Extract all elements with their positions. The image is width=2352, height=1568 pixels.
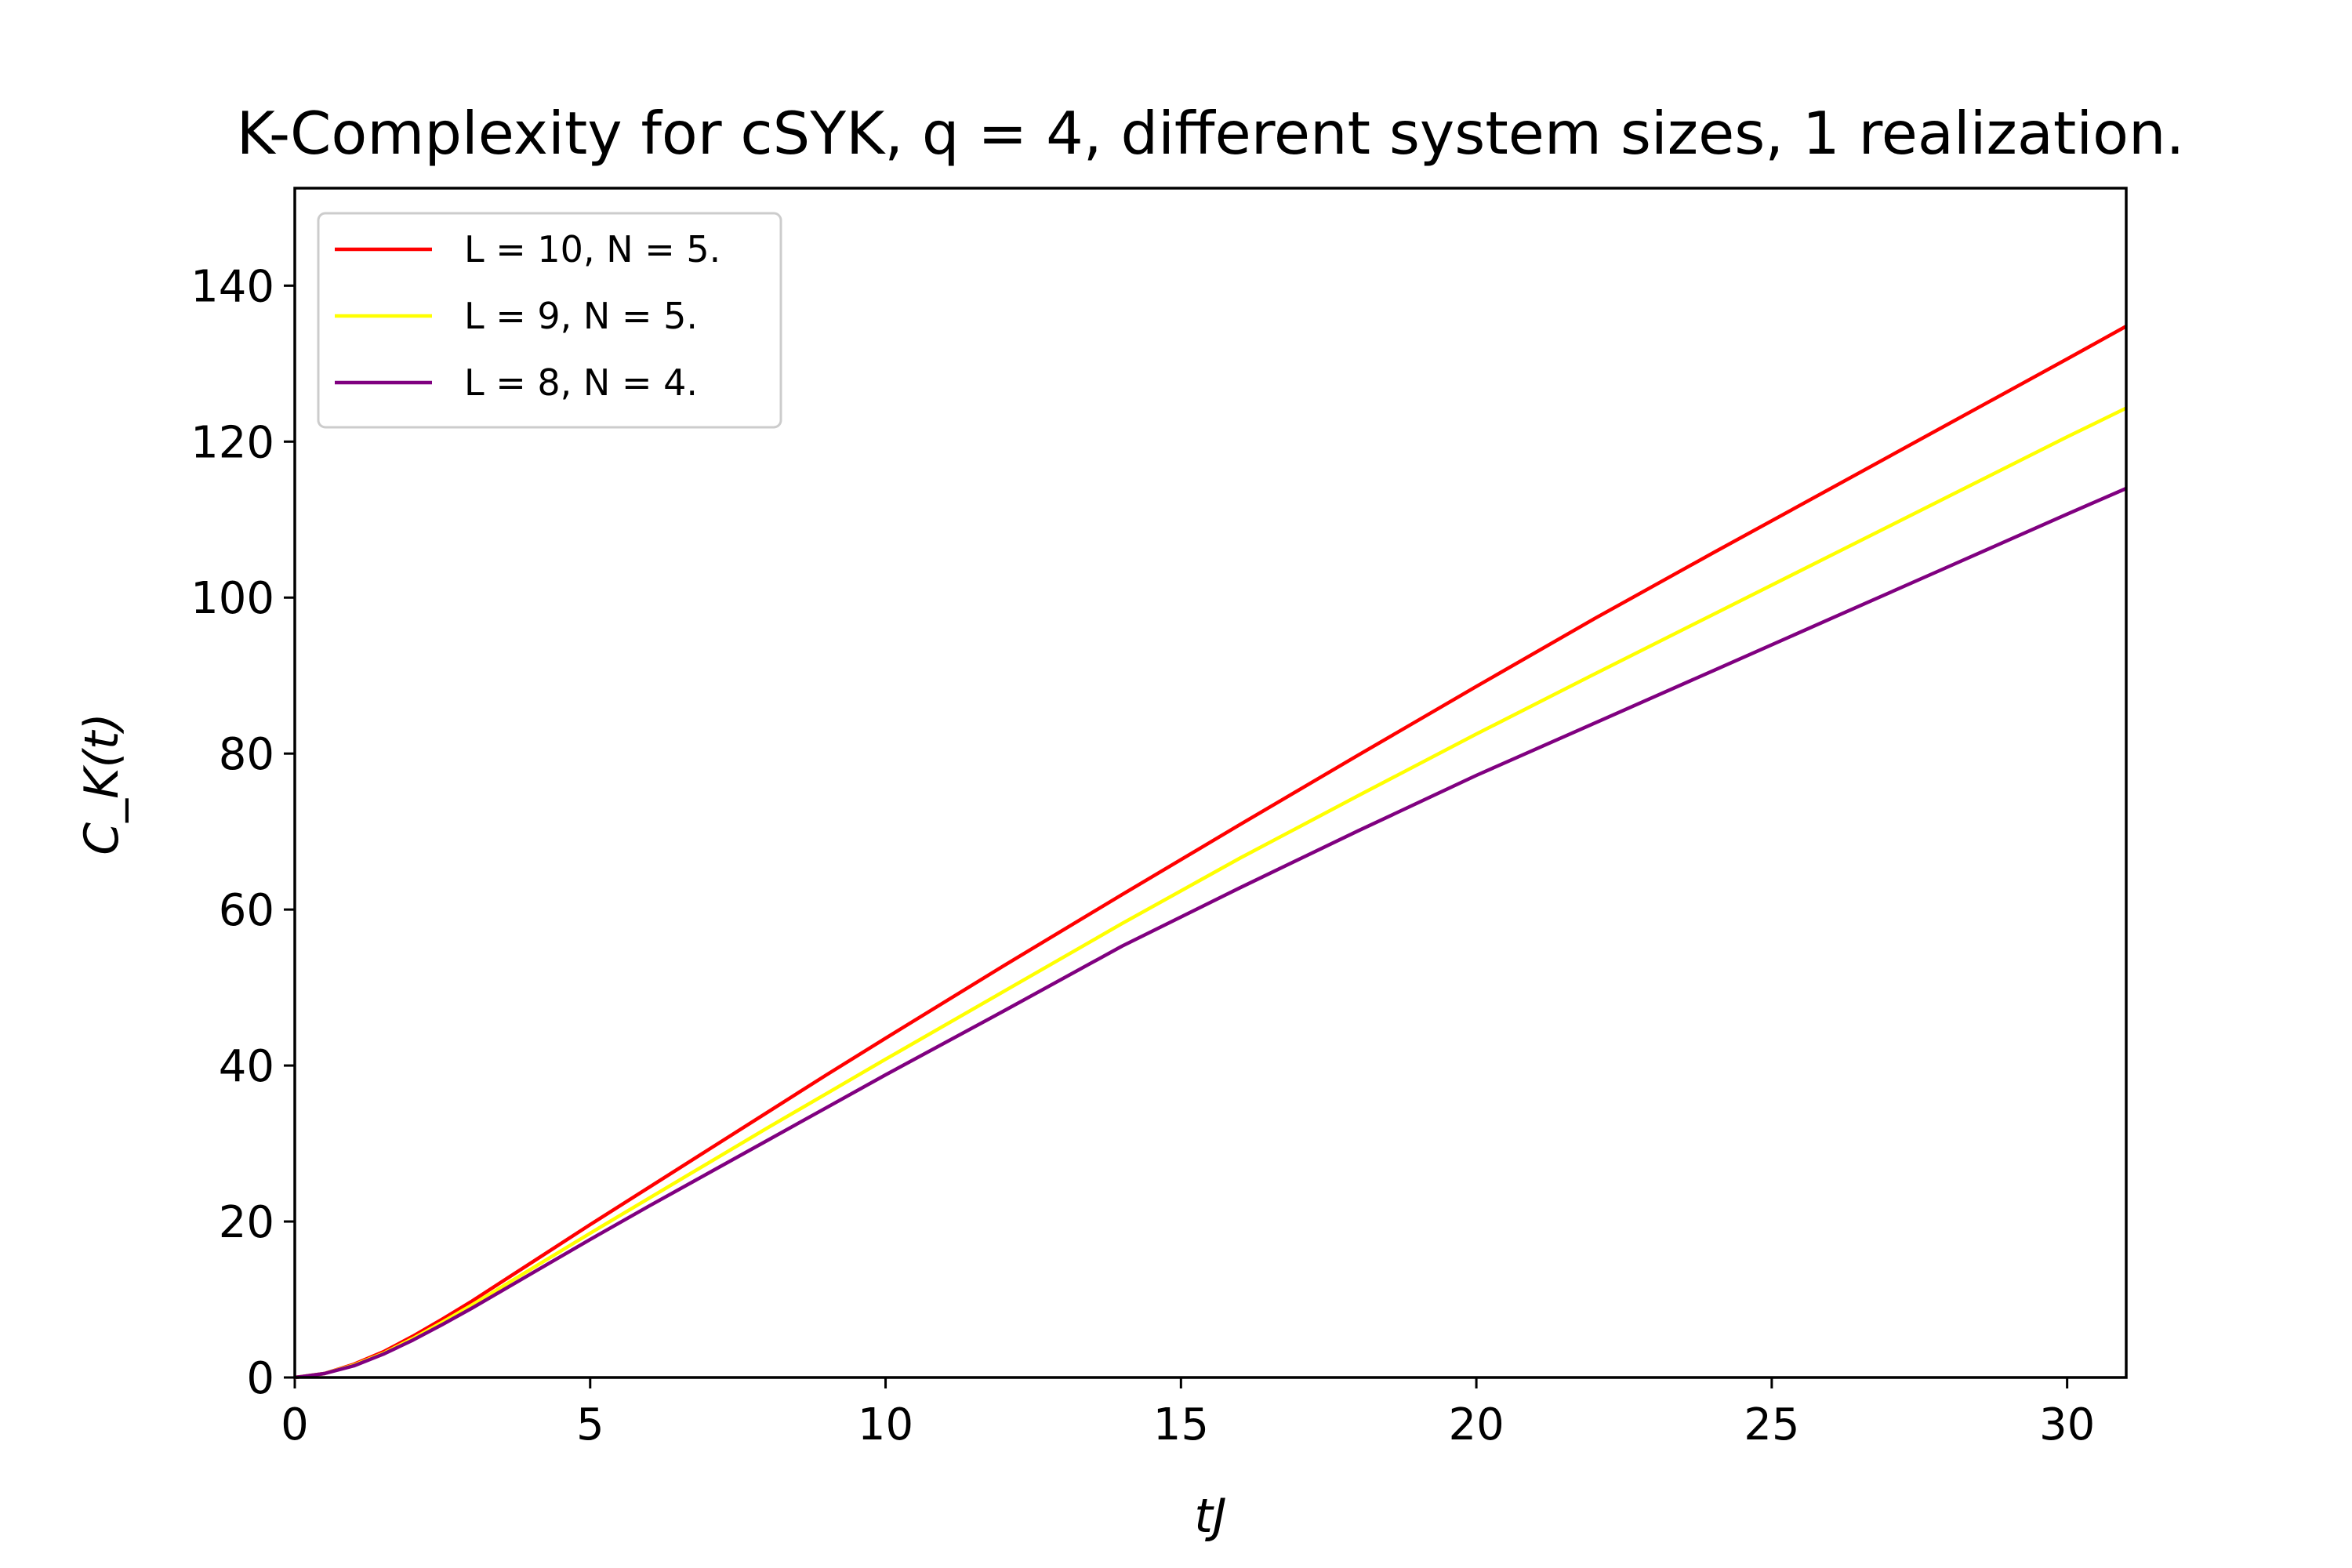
legend-label-3: L = 8, N = 4. (464, 361, 698, 404)
chart-title: K-Complexity for cSYK, q = 4, different … (237, 99, 2185, 168)
legend-label-2: L = 9, N = 5. (464, 295, 698, 337)
series-line-3 (294, 486, 2127, 1380)
y-tick-label: 60 (219, 885, 274, 936)
series-line-2 (294, 406, 2127, 1380)
x-tick-label: 30 (2039, 1399, 2095, 1450)
legend-label-1: L = 10, N = 5. (464, 228, 720, 270)
y-tick-label: 100 (191, 573, 274, 624)
y-tick-label: 20 (219, 1197, 274, 1248)
y-tick-label: 120 (191, 417, 274, 468)
legend-box (317, 212, 782, 429)
x-tick-label: 0 (281, 1399, 309, 1450)
series-line-1 (294, 325, 2128, 1380)
y-tick-label: 0 (246, 1353, 274, 1404)
x-tick-label: 10 (858, 1399, 913, 1450)
x-tick-label: 5 (576, 1399, 604, 1450)
y-axis-label: C_K(t) (74, 713, 129, 855)
legend: L = 10, N = 5. L = 9, N = 5. L = 8, N = 4. (317, 212, 782, 429)
y-tick-label: 140 (191, 261, 274, 312)
x-tick-label: 15 (1153, 1399, 1209, 1450)
x-axis-label: tJ (1194, 1489, 1226, 1544)
y-tick-label: 40 (219, 1041, 274, 1092)
plot-frame (293, 187, 2128, 1379)
x-tick-label: 25 (1744, 1399, 1799, 1450)
y-tick-label: 80 (219, 729, 274, 780)
axis-ticks: 0 5 10 15 20 25 30 0 20 40 60 80 100 120 140 (191, 261, 2095, 1450)
x-tick-label: 20 (1448, 1399, 1504, 1450)
plot-lines (294, 325, 2128, 1380)
